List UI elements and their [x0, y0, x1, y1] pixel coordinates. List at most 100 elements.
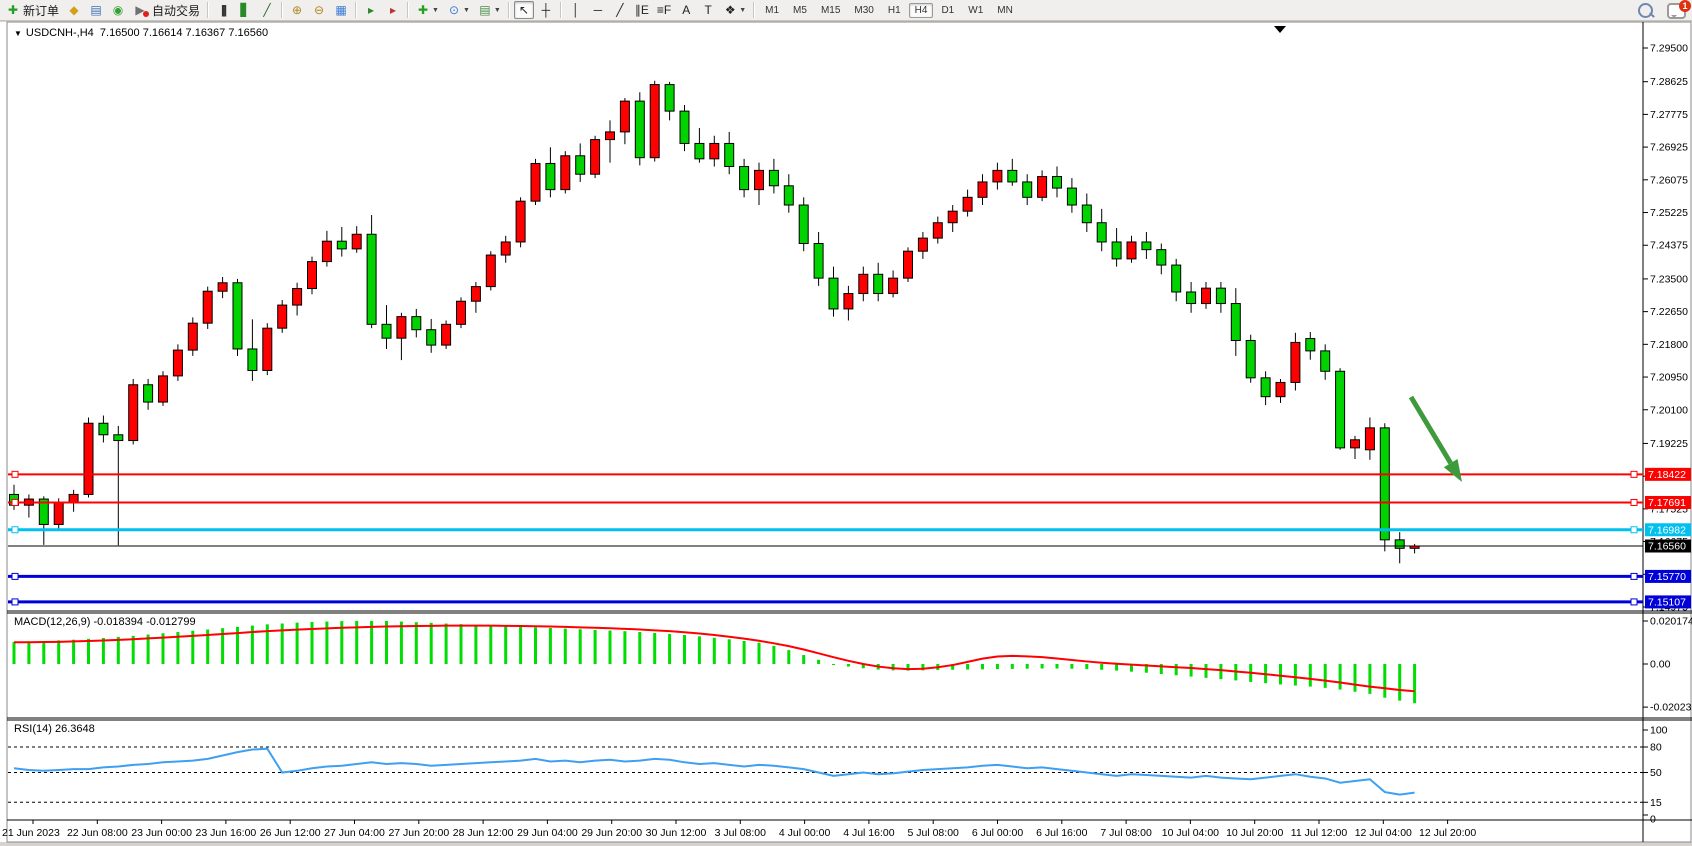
- macd-histogram-bar: [280, 623, 284, 664]
- trend-arrow-annotation[interactable]: [1408, 395, 1453, 465]
- macd-histogram-bar: [1279, 664, 1282, 685]
- autotrading-status-dot: [143, 11, 150, 17]
- candle: [172, 344, 183, 381]
- timeframe-button-d1[interactable]: D1: [941, 4, 955, 16]
- current-price-tag-label: 7.16560: [1648, 541, 1686, 553]
- vertical-line-button[interactable]: │: [566, 1, 586, 19]
- macd-histogram-bar: [966, 664, 970, 670]
- line-anchor-handle[interactable]: [1630, 470, 1638, 478]
- chevron-down-icon[interactable]: ▼: [14, 29, 22, 38]
- macd-histogram-bar: [1115, 664, 1119, 671]
- time-axis-label: 21 Jun 2023: [2, 827, 60, 839]
- line-anchor-handle[interactable]: [1630, 498, 1638, 506]
- macd-histogram-bar: [221, 628, 225, 664]
- price-tick-label: 7.27775: [1650, 109, 1688, 121]
- candle: [456, 297, 466, 329]
- price-tick-label: 7.25225: [1650, 207, 1688, 219]
- text-label-button[interactable]: T: [698, 1, 718, 19]
- trendline-button[interactable]: ╱: [610, 1, 630, 19]
- search-icon[interactable]: [1638, 3, 1653, 18]
- candle: [545, 147, 556, 198]
- candle: [247, 319, 258, 381]
- line-anchor-handle[interactable]: [11, 572, 19, 580]
- indicators-button[interactable]: ✚ ▼: [413, 1, 442, 19]
- candle: [1260, 371, 1271, 406]
- candle: [396, 312, 407, 361]
- horizontal-line-button[interactable]: ─: [588, 1, 608, 19]
- text-button[interactable]: A: [676, 1, 696, 19]
- candle: [768, 158, 779, 194]
- chart-shift-button[interactable]: ▸: [383, 1, 403, 19]
- arrows-tool-button[interactable]: ❖ ▼: [720, 1, 749, 19]
- templates-button[interactable]: ▤ ▼: [475, 1, 504, 19]
- macd-histogram-bar: [1010, 664, 1014, 669]
- chart-title-bar: ▼ USDCNH-,H4 7.16500 7.16614 7.16367 7.16…: [14, 27, 268, 39]
- candle: [411, 308, 422, 338]
- rsi-scale-label: 100: [1650, 725, 1668, 737]
- line-anchor-handle[interactable]: [11, 470, 19, 478]
- signals-button[interactable]: ◉: [108, 1, 128, 19]
- price-tick-label: 7.26075: [1650, 174, 1688, 186]
- cursor-button[interactable]: ↖: [513, 1, 534, 19]
- line-anchor-handle[interactable]: [11, 526, 19, 534]
- rsi-scale-label: 80: [1650, 742, 1662, 754]
- candle: [873, 262, 884, 302]
- timeframe-button-m5[interactable]: M5: [793, 4, 807, 16]
- new-order-button[interactable]: ✚ 新订单: [3, 1, 62, 19]
- time-axis-label: 6 Jul 00:00: [972, 827, 1024, 839]
- macd-histogram-bar: [57, 640, 61, 664]
- candle: [619, 98, 630, 145]
- candle: [351, 226, 362, 253]
- line-anchor-handle[interactable]: [1630, 526, 1638, 534]
- line-anchor-handle[interactable]: [1630, 572, 1638, 580]
- bar-chart-button[interactable]: |||: [213, 1, 233, 19]
- crosshair-icon: ┼: [541, 3, 551, 17]
- line-anchor-handle[interactable]: [11, 498, 19, 506]
- crosshair-button[interactable]: ┼: [536, 1, 556, 19]
- candle: [783, 174, 794, 213]
- price-tick-label: 7.20950: [1650, 372, 1688, 384]
- price-tick-label: 7.22650: [1650, 306, 1688, 318]
- candle: [217, 276, 228, 299]
- timeframe-button-m15[interactable]: M15: [820, 4, 841, 16]
- market-watch-button[interactable]: ▤: [86, 1, 106, 19]
- dropdown-caret-icon[interactable]: ▼: [462, 6, 470, 14]
- macd-histogram-bar: [519, 626, 523, 664]
- timeframe-button-m30[interactable]: M30: [854, 4, 874, 16]
- equidistant-channel-button[interactable]: ∥E: [632, 1, 652, 19]
- timeframe-button-w1[interactable]: W1: [968, 4, 984, 16]
- line-chart-button[interactable]: ╱: [257, 1, 277, 19]
- autotrading-button[interactable]: ▶ 自动交易: [130, 1, 203, 19]
- community-chat-icon[interactable]: 1: [1667, 0, 1691, 19]
- candle: [321, 230, 332, 267]
- macd-histogram-bar: [1219, 664, 1223, 680]
- timeframe-button-mn[interactable]: MN: [997, 4, 1013, 16]
- zoom-out-button[interactable]: ⊖: [309, 1, 329, 19]
- line-anchor-handle[interactable]: [11, 598, 19, 606]
- candle: [470, 281, 481, 313]
- timeframe-button-h1[interactable]: H1: [887, 4, 901, 16]
- candlestick-chart-button[interactable]: ▋: [235, 1, 255, 19]
- line-anchor-handle[interactable]: [1630, 598, 1638, 606]
- dropdown-caret-icon[interactable]: ▼: [739, 6, 747, 14]
- auto-scroll-button[interactable]: ▸: [361, 1, 381, 19]
- vertical-line-icon: │: [572, 3, 580, 17]
- macd-histogram-bar: [504, 626, 508, 664]
- fibonacci-button[interactable]: ≡F: [654, 1, 674, 19]
- tile-windows-button[interactable]: ▦: [331, 1, 351, 19]
- zoom-in-button[interactable]: ⊕: [287, 1, 307, 19]
- candle: [1320, 344, 1331, 380]
- candle: [1305, 332, 1316, 360]
- periods-button[interactable]: ⊙ ▼: [444, 1, 473, 19]
- chart-shift-marker-icon[interactable]: [1274, 26, 1286, 33]
- candle: [98, 415, 109, 443]
- timeframe-button-m1[interactable]: M1: [765, 4, 780, 16]
- dropdown-caret-icon[interactable]: ▼: [432, 6, 439, 14]
- macd-histogram-bar: [340, 621, 344, 664]
- trend-arrow-head: [1443, 459, 1462, 482]
- timeframe-button-h4[interactable]: H4: [908, 2, 934, 18]
- megaphone-icon-button[interactable]: ◆: [64, 1, 84, 19]
- dropdown-caret-icon[interactable]: ▼: [493, 6, 501, 14]
- candle: [1066, 178, 1077, 213]
